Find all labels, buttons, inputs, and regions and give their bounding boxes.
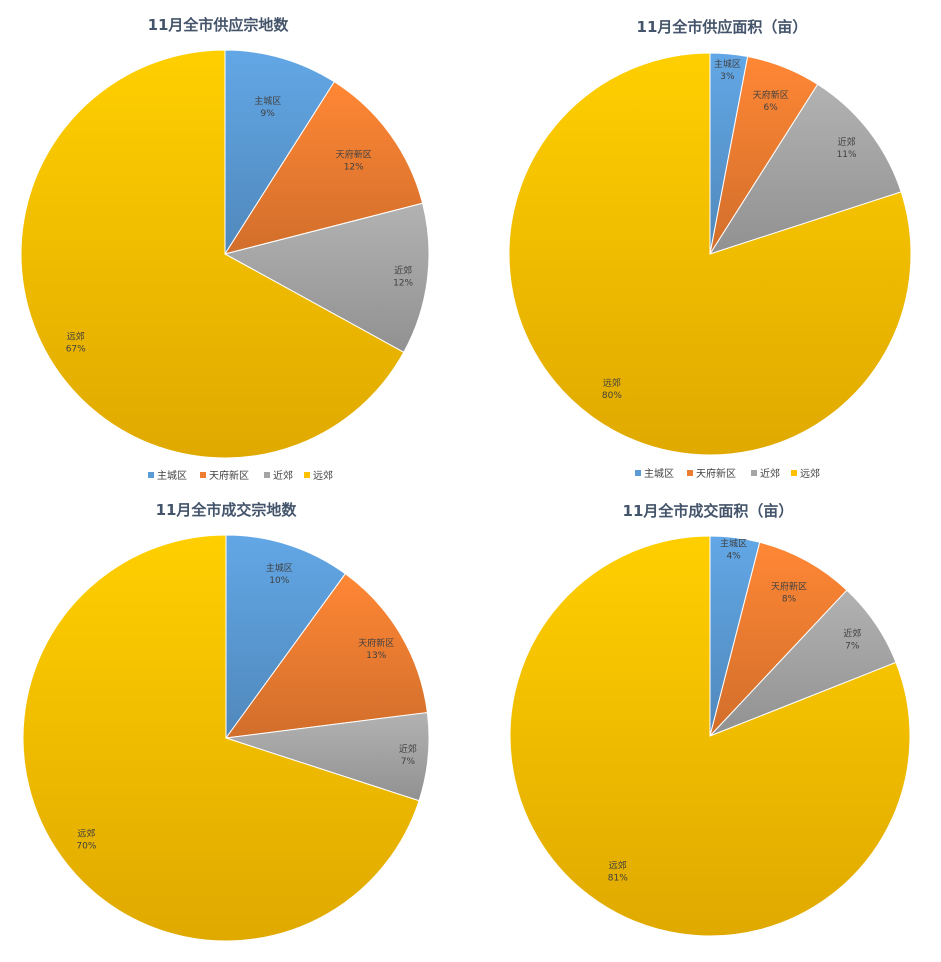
slice-label-main-city-name: 主城区 bbox=[266, 562, 293, 574]
slice-label-tianfu-new-area-name: 天府新区 bbox=[771, 580, 807, 592]
slice-label-main-city-percent: 9% bbox=[261, 109, 276, 119]
legend-swatch-tianfu-new-area bbox=[200, 472, 206, 478]
slice-label-main-city-name: 主城区 bbox=[714, 58, 741, 70]
pie-chart-4: 11月全市成交面积（亩） 主城区 4% 天府新区 8% 近郊 7% 远郊 81% bbox=[509, 502, 911, 937]
legend-label-far-suburb: 远郊 bbox=[800, 467, 820, 480]
slice-label-far-suburb-name: 远郊 bbox=[609, 860, 627, 872]
slice-label-tianfu-new-area-percent: 12% bbox=[344, 163, 364, 173]
chart-title: 11月全市供应面积（亩） bbox=[637, 18, 808, 36]
pie-slice-tianfu-new-area bbox=[224, 573, 428, 739]
legend-swatch-main-city bbox=[635, 470, 641, 476]
slice-label-near-suburb-percent: 7% bbox=[401, 757, 416, 767]
slice-label-tianfu-new-area-percent: 6% bbox=[764, 103, 779, 113]
pie-slice-far-suburb bbox=[508, 52, 912, 456]
legend-swatch-tianfu-new-area bbox=[687, 470, 693, 476]
legend-label-tianfu-new-area: 天府新区 bbox=[696, 467, 736, 480]
legend-label-near-suburb: 近郊 bbox=[760, 467, 780, 480]
slice-label-tianfu-new-area-percent: 8% bbox=[782, 594, 797, 604]
slice-label-far-suburb-percent: 80% bbox=[602, 391, 622, 401]
chart-title: 11月全市供应宗地数 bbox=[148, 16, 290, 34]
legend-swatch-near-suburb bbox=[264, 472, 270, 478]
pie-chart-1: 11月全市供应宗地数主城区9%天府新区12%近郊12%远郊67%主城区 天府新区近… bbox=[20, 16, 430, 482]
slice-label-near-suburb-name: 近郊 bbox=[843, 627, 861, 639]
pie-slice-far-suburb bbox=[509, 535, 911, 937]
slice-label-far-suburb-percent: 70% bbox=[76, 841, 96, 851]
slice-label-far-suburb-percent: 67% bbox=[66, 344, 86, 354]
legend-swatch-far-suburb bbox=[304, 472, 310, 478]
pie-slice-near-suburb bbox=[223, 202, 430, 353]
pie-slice-tianfu-new-area bbox=[709, 541, 848, 737]
slice-label-main-city-name: 主城区 bbox=[254, 95, 281, 107]
slice-label-tianfu-new-area-name: 天府新区 bbox=[336, 149, 372, 161]
slice-label-main-city-percent: 4% bbox=[726, 552, 741, 562]
legend-label-main-city: 主城区 bbox=[157, 470, 187, 482]
slice-label-main-city-percent: 10% bbox=[269, 576, 289, 586]
slice-label-near-suburb-percent: 12% bbox=[393, 279, 413, 289]
legend-label-near-suburb: 近郊 bbox=[273, 469, 293, 482]
slice-label-tianfu-new-area-name: 天府新区 bbox=[358, 637, 394, 649]
pie-slice-near-suburb bbox=[708, 83, 902, 255]
pie-slice-far-suburb bbox=[22, 534, 420, 942]
slice-label-main-city-percent: 3% bbox=[720, 72, 735, 82]
chart-legend: 主城区 天府新区 近郊 远郊 bbox=[635, 467, 820, 480]
slice-label-far-suburb-percent: 81% bbox=[608, 874, 628, 884]
pie-slice-tianfu-new-area bbox=[223, 81, 424, 255]
slice-label-near-suburb-name: 近郊 bbox=[399, 743, 417, 755]
legend-label-main-city: 主城区 bbox=[644, 468, 674, 480]
legend-label-far-suburb: 远郊 bbox=[313, 469, 333, 482]
legend-swatch-far-suburb bbox=[791, 470, 797, 476]
slice-label-tianfu-new-area-name: 天府新区 bbox=[753, 89, 789, 101]
legend-swatch-main-city bbox=[148, 472, 154, 478]
legend-label-tianfu-new-area: 天府新区 bbox=[209, 469, 249, 482]
slice-label-near-suburb-percent: 11% bbox=[837, 150, 857, 160]
slice-label-far-suburb-name: 远郊 bbox=[603, 377, 621, 389]
slice-label-main-city-name: 主城区 bbox=[720, 538, 747, 550]
slice-label-far-suburb-name: 远郊 bbox=[77, 827, 95, 839]
slice-label-far-suburb-name: 远郊 bbox=[67, 330, 85, 342]
chart-legend: 主城区 天府新区 近郊 远郊 bbox=[148, 469, 333, 482]
legend-swatch-near-suburb bbox=[751, 470, 757, 476]
slice-label-near-suburb-percent: 7% bbox=[845, 641, 860, 651]
slice-label-tianfu-new-area-percent: 13% bbox=[366, 651, 386, 661]
pie-slice-far-suburb bbox=[20, 49, 405, 459]
slice-label-near-suburb-name: 近郊 bbox=[838, 136, 856, 148]
pie-slice-main-city bbox=[225, 534, 347, 740]
chart-title: 11月全市成交面积（亩） bbox=[623, 502, 794, 520]
pie-slice-main-city bbox=[224, 49, 336, 256]
slice-label-near-suburb-name: 近郊 bbox=[394, 265, 412, 277]
chart-title: 11月全市成交宗地数 bbox=[156, 501, 298, 519]
